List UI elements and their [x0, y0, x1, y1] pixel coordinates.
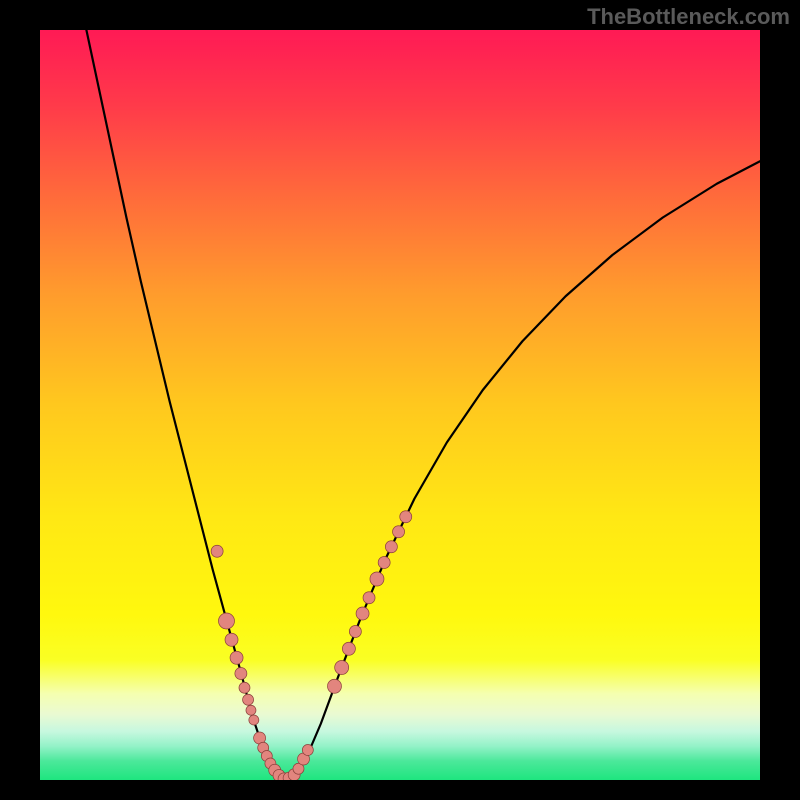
plot-area — [40, 30, 760, 780]
gradient-background — [40, 30, 760, 780]
data-marker — [218, 613, 234, 629]
data-marker — [225, 633, 238, 646]
data-marker — [370, 572, 384, 586]
data-marker — [385, 541, 397, 553]
data-marker — [243, 694, 254, 705]
data-marker — [335, 661, 349, 675]
data-marker — [302, 745, 313, 756]
watermark-text: TheBottleneck.com — [587, 4, 790, 30]
data-marker — [378, 557, 390, 569]
data-marker — [246, 705, 256, 715]
data-marker — [230, 651, 243, 664]
chart-svg — [40, 30, 760, 780]
data-marker — [363, 592, 375, 604]
data-marker — [239, 682, 250, 693]
data-marker — [342, 642, 355, 655]
data-marker — [235, 668, 247, 680]
data-marker — [400, 511, 412, 523]
data-marker — [349, 626, 361, 638]
data-marker — [327, 679, 341, 693]
data-marker — [211, 545, 223, 557]
data-marker — [249, 715, 259, 725]
data-marker — [393, 526, 405, 538]
data-marker — [356, 607, 369, 620]
